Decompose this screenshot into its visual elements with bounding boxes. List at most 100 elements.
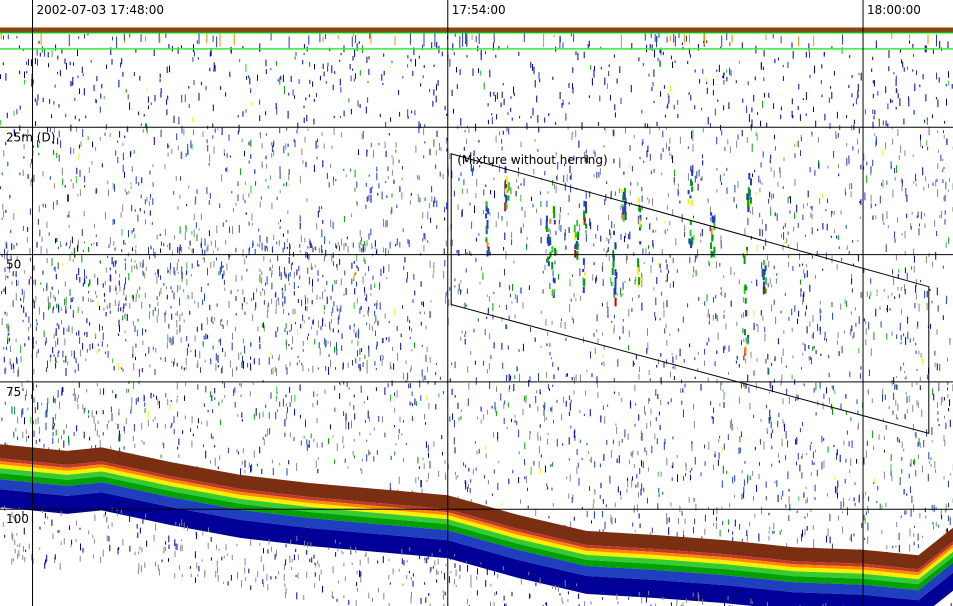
echo-mark xyxy=(937,163,939,170)
echo-mark xyxy=(731,418,733,426)
echo-mark xyxy=(123,239,125,245)
echo-mark xyxy=(302,349,304,352)
echo-mark xyxy=(283,183,285,187)
echo-mark xyxy=(223,271,225,278)
echo-mark xyxy=(606,250,608,253)
echo-mark xyxy=(350,109,352,115)
echo-mark xyxy=(591,520,592,524)
echo-mark xyxy=(548,516,550,519)
echo-mark xyxy=(200,81,202,86)
echo-mark xyxy=(840,303,842,310)
echo-mark xyxy=(523,396,525,402)
echo-mark xyxy=(176,382,178,390)
echo-mark xyxy=(618,440,620,447)
echo-mark xyxy=(334,407,336,412)
echo-mark xyxy=(479,281,481,285)
echo-mark xyxy=(176,329,178,335)
echo-mark xyxy=(405,360,407,364)
echo-mark xyxy=(32,382,34,391)
echo-mark xyxy=(132,436,134,441)
echo-mark xyxy=(4,442,6,447)
sub-bottom-mark xyxy=(244,558,246,566)
echo-mark xyxy=(181,151,183,159)
echo-mark xyxy=(259,336,261,343)
echo-mark xyxy=(282,233,284,237)
echo-mark xyxy=(468,467,470,472)
echo-mark xyxy=(318,342,320,349)
echo-mark xyxy=(917,544,919,548)
echo-mark xyxy=(369,433,371,436)
sub-bottom-mark xyxy=(388,575,390,580)
echo-mark xyxy=(245,63,247,72)
echo-mark xyxy=(250,363,252,371)
echo-mark xyxy=(671,154,673,159)
echo-mark xyxy=(514,294,516,300)
echo-mark xyxy=(895,254,897,261)
echo-mark xyxy=(510,107,512,112)
echo-mark xyxy=(706,81,708,85)
echo-mark xyxy=(525,395,527,402)
echo-mark xyxy=(290,76,292,82)
echo-mark xyxy=(638,264,640,272)
echo-mark xyxy=(497,432,499,440)
echo-mark xyxy=(144,408,146,413)
echo-mark xyxy=(936,287,938,296)
echo-mark xyxy=(797,318,798,325)
echo-mark xyxy=(169,65,170,73)
echo-mark xyxy=(181,271,183,280)
echo-mark xyxy=(235,296,237,301)
echo-mark xyxy=(58,154,60,162)
echo-mark xyxy=(332,261,334,266)
echo-mark xyxy=(303,105,305,109)
echo-mark xyxy=(921,358,923,364)
echo-mark xyxy=(88,297,89,302)
echo-mark xyxy=(105,312,107,317)
echo-mark xyxy=(4,267,6,273)
echo-mark xyxy=(288,92,290,96)
echo-mark xyxy=(340,53,342,56)
echo-mark xyxy=(117,140,119,143)
echo-mark xyxy=(540,218,542,226)
echo-mark xyxy=(399,242,401,248)
echo-mark xyxy=(752,470,754,476)
echo-mark xyxy=(832,385,834,391)
echo-mark xyxy=(491,493,493,496)
sub-bottom-mark xyxy=(268,539,270,545)
school-mark xyxy=(549,218,552,224)
echo-mark xyxy=(667,93,669,97)
echo-mark xyxy=(387,175,389,180)
echo-mark xyxy=(916,215,918,219)
echo-mark xyxy=(11,406,13,414)
echo-mark xyxy=(712,314,714,321)
echo-mark xyxy=(828,372,830,378)
echo-mark xyxy=(375,315,377,323)
echo-mark xyxy=(443,271,445,279)
echo-mark xyxy=(794,179,796,186)
echo-mark xyxy=(350,168,352,172)
echo-mark xyxy=(781,438,783,447)
echo-mark xyxy=(660,399,662,406)
echo-mark xyxy=(118,319,120,327)
echo-mark xyxy=(65,298,67,304)
echo-mark xyxy=(857,410,859,414)
echo-mark xyxy=(786,388,788,396)
echo-mark xyxy=(259,446,261,454)
echo-mark xyxy=(882,179,884,188)
echo-mark xyxy=(365,261,366,264)
echo-mark xyxy=(145,123,147,129)
echo-mark xyxy=(463,146,465,151)
echo-mark xyxy=(888,405,890,410)
echo-mark xyxy=(596,381,598,388)
echo-mark xyxy=(706,40,708,43)
echo-mark xyxy=(480,406,482,412)
echo-mark xyxy=(581,122,583,130)
echo-mark xyxy=(675,238,677,246)
echo-mark xyxy=(388,133,390,136)
echo-mark xyxy=(304,294,306,299)
echo-mark xyxy=(150,247,152,250)
echo-mark xyxy=(418,55,420,59)
echo-mark xyxy=(944,415,945,419)
echo-mark xyxy=(475,193,477,199)
echo-mark xyxy=(205,333,207,340)
echo-mark xyxy=(802,301,803,305)
